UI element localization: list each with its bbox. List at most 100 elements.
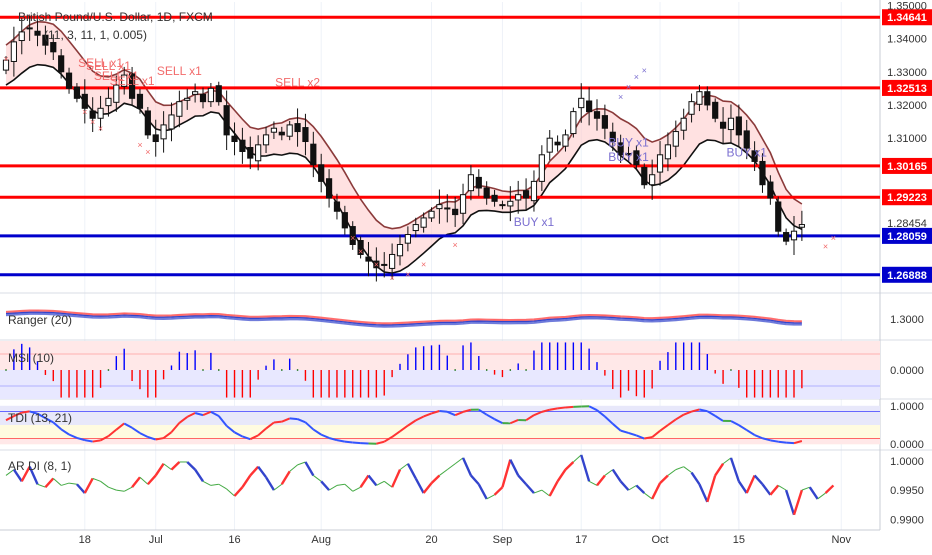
ranger-tick-label: 1.3000 [890, 314, 924, 326]
ardi-line-segment [495, 487, 503, 495]
ardi-line-segment [565, 462, 573, 470]
ardi-line-segment [629, 485, 637, 490]
price-tick-label: 1.35000 [887, 0, 927, 12]
ardi-line-segment [329, 485, 337, 490]
ardi-line-segment [707, 475, 715, 501]
ardi-line-segment [305, 462, 313, 475]
ardi-line-segment [432, 475, 440, 483]
candle-body [169, 115, 174, 129]
msi-tick-label: 0.0000 [890, 365, 924, 377]
ardi-line-segment [550, 481, 558, 496]
candle-body [728, 118, 733, 129]
ardi-line-segment [723, 458, 731, 464]
price-tick-label: 1.34000 [887, 34, 927, 46]
ardi-line-segment [298, 462, 306, 465]
ardi-title: AR DI (8, 1) [8, 459, 71, 473]
candle-body [799, 225, 804, 228]
ardi-line-segment [534, 490, 542, 493]
candle-body [594, 112, 599, 119]
candle-body [137, 94, 142, 108]
ardi-line-segment [235, 487, 243, 496]
tdi-line-segment [290, 418, 298, 419]
signal-marker: × [350, 233, 355, 243]
ardi-line-segment [274, 484, 282, 490]
tdi-line-segment [778, 442, 786, 443]
tdi-title: TDI (13, 21) [8, 411, 72, 425]
ardi-line-segment [132, 477, 140, 487]
candle-body [516, 195, 521, 200]
candle-body [602, 116, 607, 129]
ardi-line-segment [361, 475, 369, 487]
candle-body [531, 181, 536, 200]
signal-marker: × [453, 240, 458, 250]
signal-label: BUY x1 [514, 215, 555, 229]
ardi-line-segment [676, 467, 684, 470]
candle-body [642, 167, 647, 184]
ardi-line-segment [731, 458, 739, 481]
ranger-pane [6, 310, 802, 327]
candle-body [145, 111, 150, 135]
msi-pane [0, 341, 880, 399]
candle-body [271, 128, 276, 132]
signal-marker: × [98, 124, 103, 134]
ardi-line-segment [93, 478, 101, 481]
signal-marker: × [421, 260, 426, 270]
candle-body [563, 135, 568, 146]
ardi-line-segment [368, 475, 376, 485]
signal-label: SELL x1 [110, 74, 155, 88]
candle-body [689, 102, 694, 115]
ardi-line-segment [652, 483, 660, 499]
tdi-line-segment [274, 422, 282, 423]
candle-body [208, 88, 213, 101]
ardi-line-segment [187, 462, 195, 470]
candle-body [263, 135, 268, 145]
level-label: 1.32513 [887, 83, 927, 95]
candle-body [768, 182, 773, 198]
price-tick-label: 1.33000 [887, 67, 927, 79]
candle-body [657, 155, 662, 172]
candle-body [35, 31, 40, 35]
signal-marker: × [358, 246, 363, 256]
ardi-line-segment [242, 475, 250, 487]
candle-body [445, 208, 450, 209]
signal-marker: × [3, 54, 8, 64]
ardi-line-segment [778, 485, 786, 490]
candle-body [784, 233, 789, 242]
ardi-line-segment [392, 470, 400, 488]
ardi-line-segment [589, 481, 597, 485]
ardi-line-segment [116, 490, 124, 491]
ardi-line-segment [211, 484, 219, 485]
ardi-line-segment [250, 467, 258, 476]
candle-body [303, 128, 308, 142]
ardi-line-segment [502, 460, 510, 488]
candle-body [713, 102, 718, 118]
ardi-line-segment [755, 475, 763, 484]
level-label: 1.26888 [887, 270, 927, 282]
ardi-line-segment [786, 490, 794, 515]
candle-body [59, 56, 64, 72]
ardi-line-segment [219, 484, 227, 489]
ardi-line-segment [660, 475, 668, 483]
candle-body [476, 177, 481, 188]
level-label: 1.30165 [887, 161, 927, 173]
candle-body [106, 98, 111, 105]
candle-body [366, 257, 371, 261]
candle-body [681, 118, 686, 130]
candle-body [736, 117, 741, 135]
candle-body [555, 142, 560, 145]
candle-body [437, 205, 442, 209]
tdi-lower-zone [0, 438, 880, 444]
candle-body [11, 42, 16, 62]
ardi-line-segment [518, 475, 526, 484]
ardi-line-segment [85, 478, 93, 493]
time-tick-label: Jul [149, 534, 163, 546]
signal-marker: × [831, 233, 836, 243]
signal-label: BUY x1 [726, 145, 767, 159]
ardi-line-segment [739, 481, 747, 493]
time-tick-label: Aug [311, 534, 331, 546]
ardi-line-segment [408, 464, 416, 479]
ardi-tick-label: 1.0000 [890, 456, 924, 468]
candle-body [319, 165, 324, 182]
candle-body [673, 132, 678, 147]
